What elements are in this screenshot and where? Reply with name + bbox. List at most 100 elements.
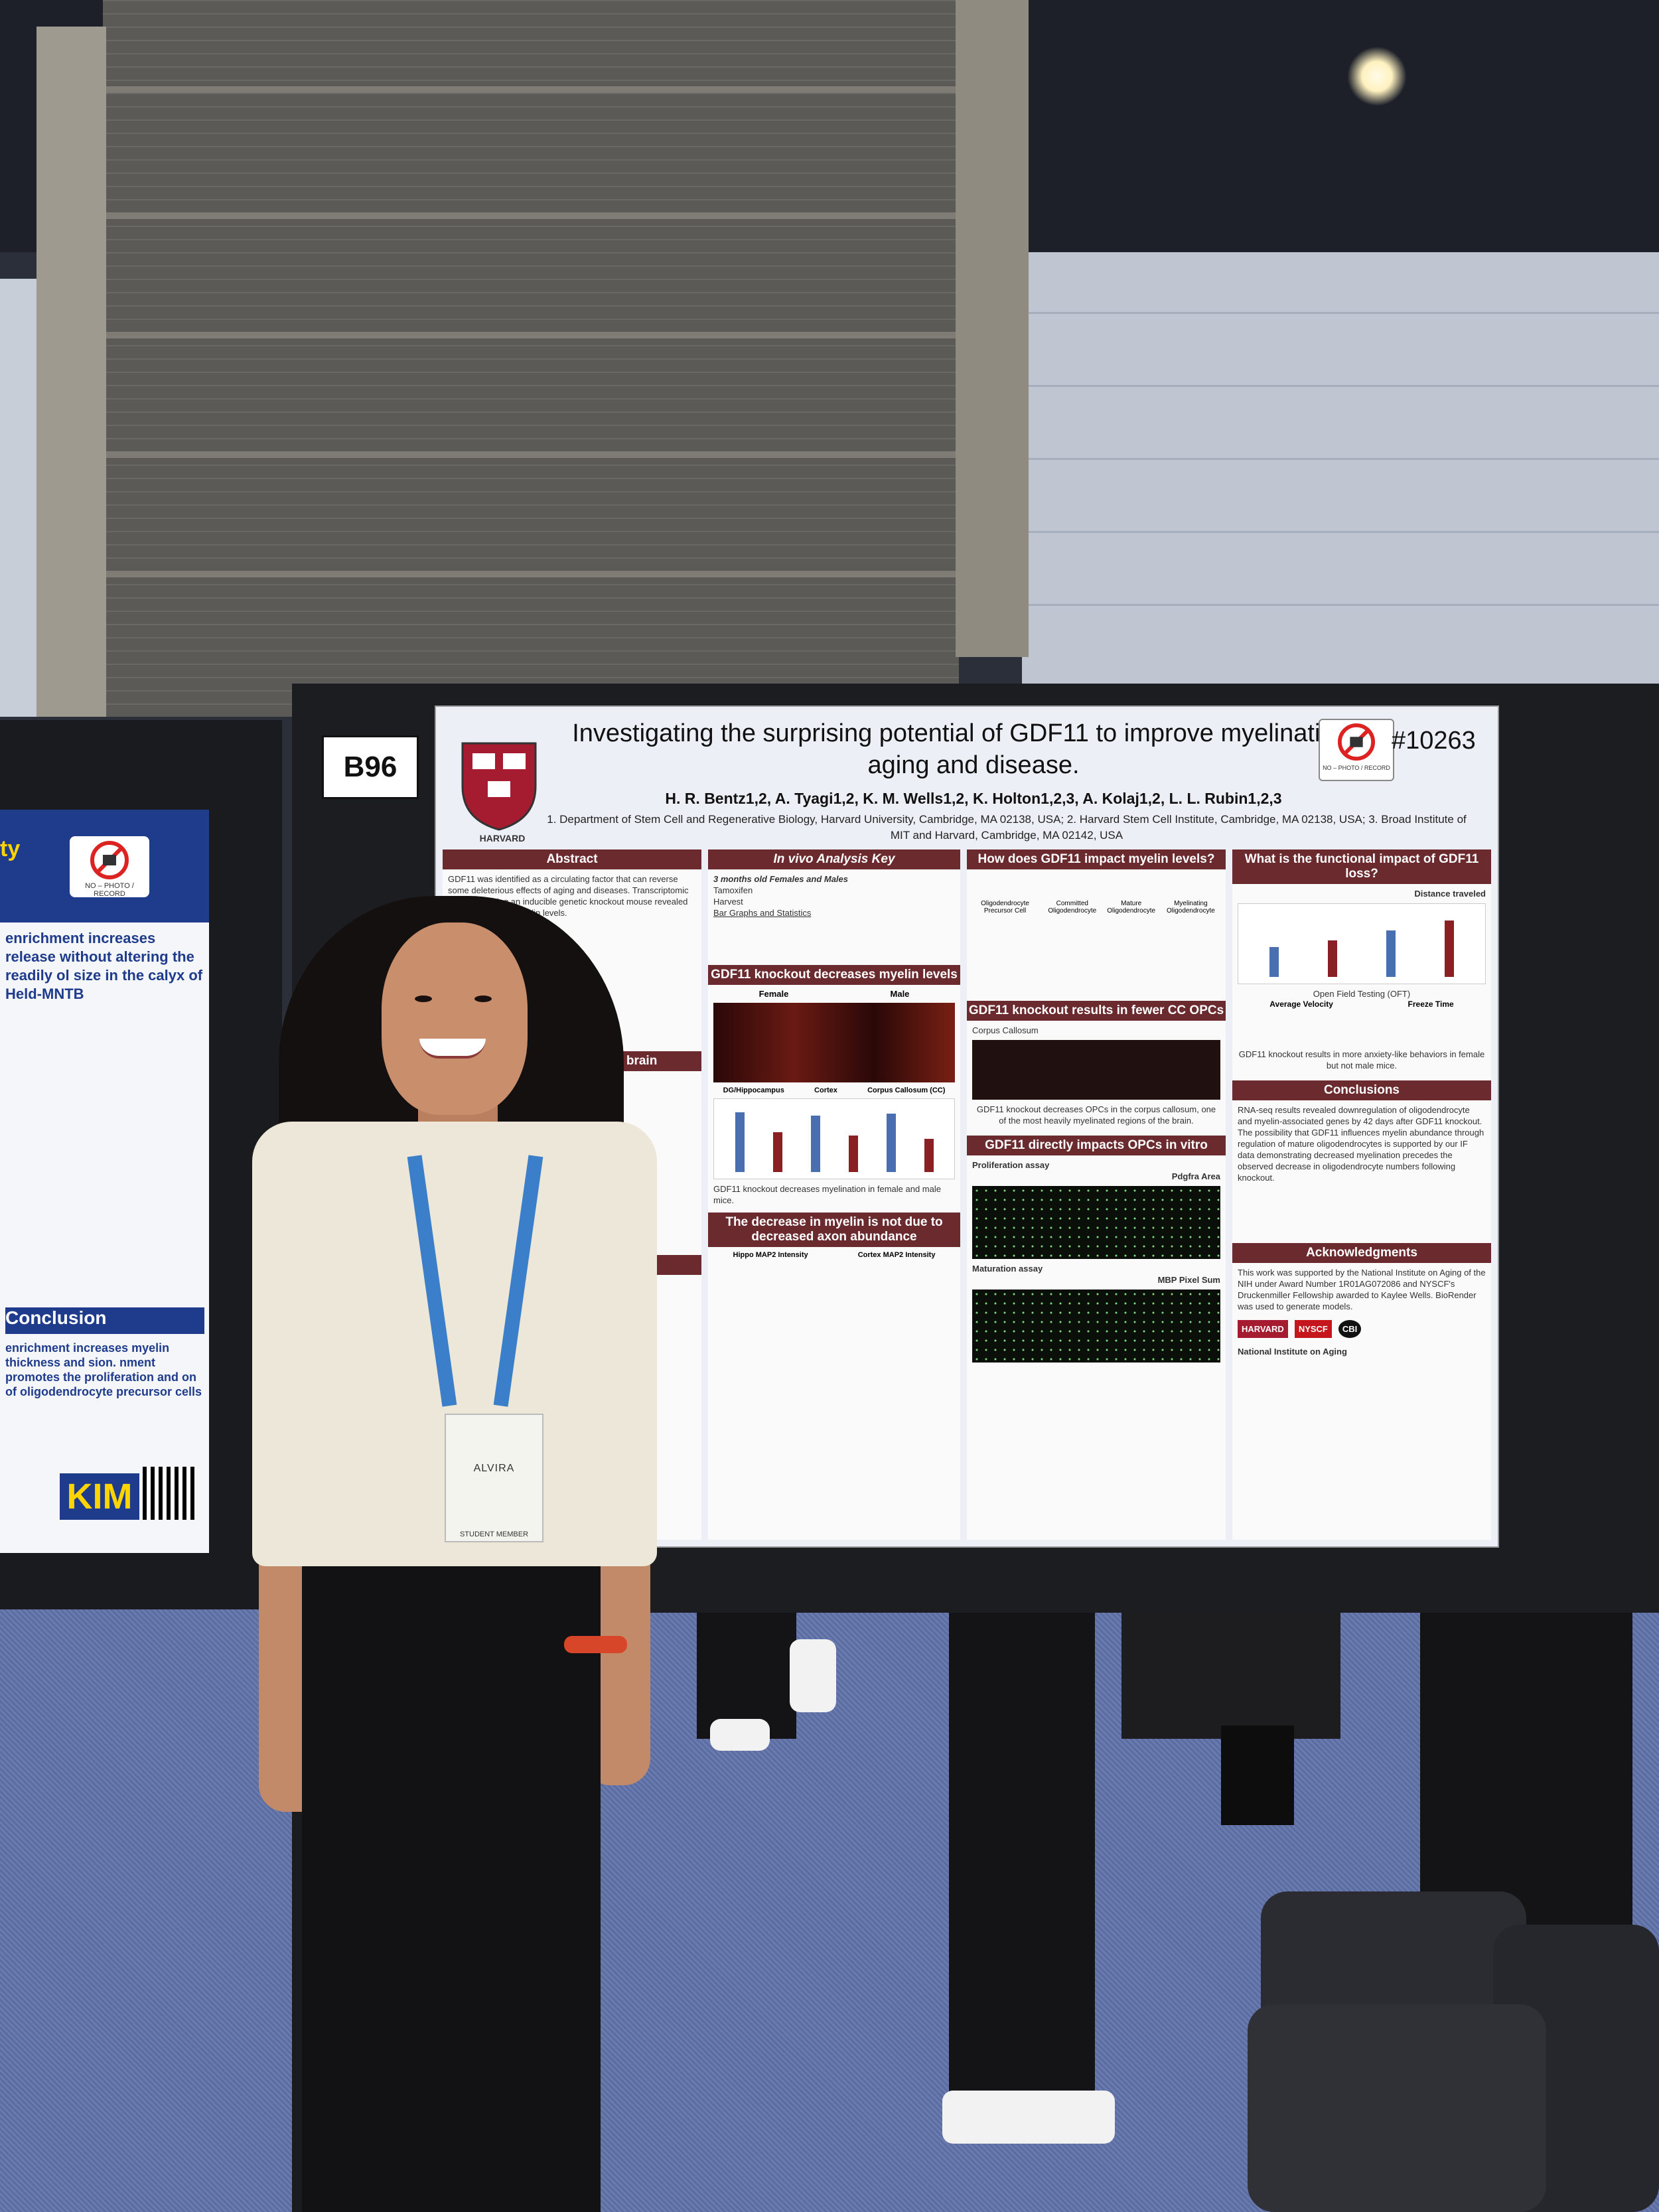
person-pants <box>302 1533 601 2212</box>
region-label: DG/Hippocampus <box>723 1086 784 1094</box>
neighbor-poster-conclusion-text: enrichment increases myelin thickness an… <box>5 1341 202 1398</box>
left-wall <box>0 279 40 717</box>
qr-code <box>143 1467 196 1520</box>
background-person-shoes <box>1221 1726 1294 1825</box>
poster-column-4: What is the functional impact of GDF11 l… <box>1232 849 1491 1540</box>
opc-caption: GDF11 knockout decreases OPCs in the cor… <box>976 1104 1216 1126</box>
research-poster: HARVARD Investigating the surprising pot… <box>435 705 1499 1548</box>
bracelet <box>564 1636 627 1653</box>
fewer-opcs-header: GDF11 knockout results in fewer CC OPCs <box>967 1001 1226 1021</box>
background-person-legs <box>1420 1606 1632 1938</box>
concrete-pillar-left <box>36 27 106 717</box>
back-wall-panels <box>1022 252 1659 703</box>
myelin-caption: GDF11 knockout decreases myelination in … <box>713 1184 941 1205</box>
neighbor-poster-text: enrichment increases release without alt… <box>5 930 203 1002</box>
proliferation-label: Proliferation assay <box>972 1160 1050 1170</box>
in-vivo-header: In vivo Analysis Key <box>708 849 960 869</box>
no-photo-label: NO – PHOTO / RECORD <box>1323 765 1390 771</box>
maturation-images <box>972 1290 1220 1363</box>
axon-header: The decrease in myelin is not due to dec… <box>708 1213 960 1247</box>
ceiling-light <box>1347 46 1407 106</box>
chart-bar <box>1445 921 1454 977</box>
abstract-header: Abstract <box>443 849 701 869</box>
no-photo-sign: NO – PHOTO / RECORD <box>1319 719 1394 781</box>
distance-traveled-label: Distance traveled <box>1414 889 1486 899</box>
nia-logo: National Institute on Aging <box>1238 1347 1347 1357</box>
pdgfra-area-label: Pdgfra Area <box>1171 1171 1220 1181</box>
background-person-legs <box>697 1606 796 1739</box>
female-label: Female <box>758 989 789 999</box>
corpus-callosum-label: Corpus Callosum <box>972 1025 1039 1035</box>
harvard-logo: HARVARD <box>1238 1320 1288 1338</box>
nyscf-logo: NYSCF <box>1294 1320 1332 1338</box>
harvest-label: Harvest <box>713 897 743 907</box>
chart-bar <box>1386 930 1396 977</box>
sneaker <box>942 2091 1115 2144</box>
average-velocity-label: Average Velocity <box>1269 999 1333 1009</box>
chart-bar <box>924 1139 934 1172</box>
behavior-box-chart <box>1238 903 1486 984</box>
poster-authors: H. R. Bentz1,2, A. Tyagi1,2, K. M. Wells… <box>665 790 1282 807</box>
mbp-pixel-sum-label: MBP Pixel Sum <box>1157 1275 1220 1285</box>
sneaker <box>790 1639 836 1712</box>
neighbor-poster-title: ty <box>0 836 21 861</box>
backpack <box>1248 2004 1546 2212</box>
chart-bar <box>772 1132 782 1172</box>
cortex-map2-label: Cortex MAP2 Intensity <box>857 1251 936 1259</box>
region-label: Corpus Callosum (CC) <box>867 1086 946 1094</box>
sneaker <box>710 1719 770 1751</box>
hippo-map2-label: Hippo MAP2 Intensity <box>733 1251 808 1259</box>
maturation-label: Maturation assay <box>972 1264 1043 1274</box>
lineage-label: Committed Oligodendrocyte <box>1048 900 1097 915</box>
proliferation-images <box>972 1186 1220 1259</box>
chart-bar <box>735 1112 745 1172</box>
neighbor-poster: ty NO – PHOTO / RECORD enrichment increa… <box>0 810 209 1553</box>
name-badge: ALVIRA STUDENT MEMBER <box>445 1414 543 1542</box>
behavior-caption: GDF11 knockout results in more anxiety-l… <box>1238 1049 1485 1070</box>
cbi-logo: CBI <box>1338 1320 1362 1338</box>
lineage-label: Mature Oligodendrocyte <box>1107 900 1156 915</box>
bar-graphs-label: Bar Graphs and Statistics <box>713 908 812 918</box>
person-smile <box>419 1039 486 1059</box>
chart-bar <box>1328 940 1337 977</box>
conclusions-header: Conclusions <box>1232 1080 1491 1100</box>
lineage-label: Myelinating Oligodendrocyte <box>1166 900 1215 915</box>
functional-impact-header: What is the functional impact of GDF11 l… <box>1232 849 1491 884</box>
tamoxifen-label: Tamoxifen <box>713 885 753 895</box>
conclusions-text: RNA-seq results revealed downregulation … <box>1238 1105 1484 1183</box>
booth-label: B96 <box>322 735 419 799</box>
no-photo-icon: NO – PHOTO / RECORD <box>70 836 149 898</box>
chart-bar <box>810 1116 820 1172</box>
background-person-skirt <box>1121 1606 1340 1739</box>
badge-name: ALVIRA <box>473 1463 515 1474</box>
myelin-stain-images <box>713 1003 955 1082</box>
acknowledgments-header: Acknowledgments <box>1232 1243 1491 1263</box>
chart-bar <box>848 1136 858 1172</box>
myelin-bar-chart <box>713 1098 955 1179</box>
poster-title: Investigating the surprising potential o… <box>572 719 1375 779</box>
person-face <box>382 922 528 1115</box>
freeze-time-label: Freeze Time <box>1407 999 1454 1009</box>
person-eye <box>474 995 492 1002</box>
poster-column-3: How does GDF11 impact myelin levels? Oli… <box>967 849 1226 1540</box>
no-photo-label: NO – PHOTO / RECORD <box>85 882 134 898</box>
no-photo-icon <box>1337 723 1376 761</box>
poster-affiliations: 1. Department of Stem Cell and Regenerat… <box>547 813 1467 842</box>
directly-impacts-header: GDF11 directly impacts OPCs in vitro <box>967 1136 1226 1155</box>
opc-stain-images <box>972 1040 1220 1100</box>
poster-column-2: In vivo Analysis Key 3 months old Female… <box>708 849 960 1540</box>
lineage-label: Oligodendrocyte Precursor Cell <box>981 900 1029 915</box>
person-eye <box>415 995 432 1002</box>
brick-wall <box>103 0 959 717</box>
poster-number: #10263 <box>1392 727 1476 755</box>
background-person-legs <box>949 1606 1095 2130</box>
how-impact-header: How does GDF11 impact myelin levels? <box>967 849 1226 869</box>
kim-logo: KIM <box>60 1473 139 1520</box>
neighbor-poster-conclusion-header: Conclusion <box>5 1307 204 1334</box>
crest-label: HARVARD <box>479 833 526 844</box>
region-label: Cortex <box>814 1086 837 1094</box>
badge-role: STUDENT MEMBER <box>459 1530 529 1538</box>
acknowledgments-text: This work was supported by the National … <box>1238 1268 1486 1311</box>
in-vivo-subjects: 3 months old Females and Males <box>713 874 848 884</box>
neighbor-poster-header: ty NO – PHOTO / RECORD <box>0 810 209 922</box>
